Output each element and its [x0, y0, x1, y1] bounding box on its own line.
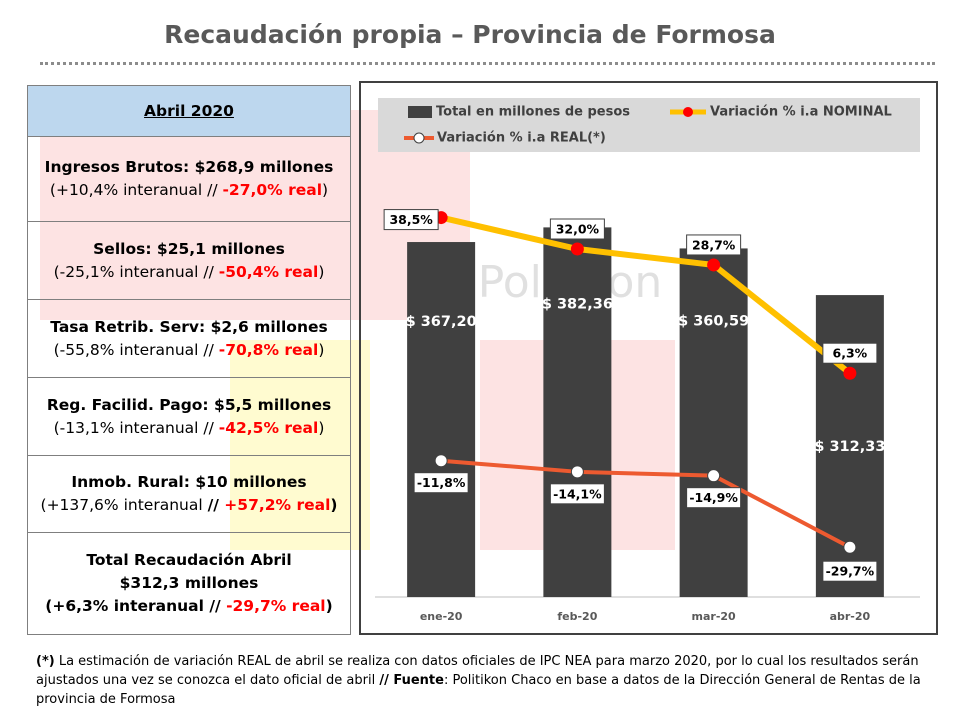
- marker: [570, 242, 584, 256]
- marker: [707, 469, 721, 483]
- bar: [679, 248, 748, 597]
- legend-label: Variación % i.a NOMINAL: [710, 105, 892, 120]
- table-row: Tasa Retrib. Serv: $2,6 millones (-55,8%…: [28, 299, 350, 377]
- legend-swatch: [408, 106, 432, 118]
- row-text: (+137,6% interanual: [40, 496, 208, 514]
- row-title: Ingresos Brutos: $268,9 millones: [44, 158, 334, 176]
- divider: [40, 62, 935, 65]
- table-row: Ingresos Brutos: $268,9 millones (+10,4%…: [28, 136, 350, 221]
- row-real: -42,5% real: [218, 418, 319, 437]
- footnote: (*) La estimación de variación REAL de a…: [36, 652, 926, 709]
- row-title: Total Recaudación Abril: [86, 551, 292, 569]
- row-real: -70,8% real: [218, 340, 319, 359]
- summary-table: Abril 2020 Ingresos Brutos: $268,9 millo…: [27, 85, 351, 635]
- marker: [707, 258, 721, 272]
- row-text: ): [322, 181, 329, 199]
- footnote-text: : Politikon Chaco en base a datos de la …: [36, 673, 925, 707]
- legend-box: [378, 98, 920, 152]
- title: Recaudación propia – Provincia de Formos…: [164, 20, 776, 49]
- marker: [570, 465, 584, 479]
- table-row: Reg. Facilid. Pago: $5,5 millones (-13,1…: [28, 377, 350, 455]
- legend-label: Total en millones de pesos: [436, 105, 630, 120]
- marker: [843, 366, 857, 380]
- x-tick-label: ene-20: [420, 610, 463, 623]
- x-tick-label: mar-20: [692, 610, 737, 623]
- label-box: [822, 342, 878, 364]
- legend-label: Variación % i.a REAL(*): [437, 131, 606, 146]
- row-text: (-25,1% interanual //: [53, 262, 219, 281]
- row-title: Sellos: $25,1 millones: [93, 239, 285, 258]
- marker: [843, 540, 857, 554]
- footnote-text: (*): [36, 654, 55, 669]
- row-text: (+10,4% interanual //: [49, 181, 223, 199]
- chart-frame: [359, 81, 938, 635]
- data-label: 28,7%: [692, 237, 736, 252]
- bg-decor: [230, 340, 370, 550]
- row-title: Inmob. Rural: $10 millones: [71, 473, 307, 491]
- label-box: [686, 487, 742, 509]
- footnote-text: La estimación de variación REAL de abril…: [36, 654, 923, 688]
- label-box: [549, 218, 605, 240]
- bar-label: $ 382,36: [542, 296, 613, 312]
- line: [440, 214, 852, 376]
- label-box: [822, 560, 878, 582]
- bar: [407, 242, 476, 598]
- row-real: -29,7% real: [226, 597, 326, 615]
- x-tick-label: abr-20: [830, 610, 871, 623]
- row-real: -50,4% real: [218, 262, 319, 281]
- row-text: ): [325, 597, 333, 615]
- row-title: Reg. Facilid. Pago: $5,5 millones: [46, 395, 332, 414]
- footnote-text: // Fuente: [379, 673, 444, 688]
- row-text: ): [330, 496, 338, 514]
- data-label: 32,0%: [556, 222, 600, 237]
- row-text: (-55,8% interanual //: [53, 340, 219, 359]
- line: [440, 458, 851, 549]
- legend-swatch: [683, 107, 693, 117]
- bar-label: $ 367,20: [406, 314, 477, 330]
- bar: [543, 227, 612, 598]
- row-text: ): [318, 262, 325, 281]
- row-text: ): [318, 418, 325, 437]
- data-label: -14,9%: [689, 490, 738, 505]
- table-row: Total Recaudación Abril $312,3 millones …: [28, 532, 350, 634]
- table-header: Abril 2020: [28, 86, 350, 136]
- data-label: -11,8%: [417, 475, 466, 490]
- label-box: [383, 209, 439, 231]
- legend-swatch: [413, 132, 425, 144]
- row-real: +57,2% real: [224, 496, 331, 514]
- row-text: (-13,1% interanual //: [53, 418, 219, 437]
- row-text: $312,3 millones: [119, 574, 259, 592]
- label-box: [549, 483, 605, 505]
- row-title: Tasa Retrib. Serv: $2,6 millones: [50, 317, 328, 336]
- data-label: 6,3%: [833, 346, 868, 361]
- row-text: ): [318, 340, 325, 359]
- marker: [434, 454, 448, 468]
- data-label: -29,7%: [826, 564, 875, 579]
- row-text: //: [207, 496, 225, 514]
- row-real: -27,0% real: [222, 181, 323, 199]
- table-row: Sellos: $25,1 millones (-25,1% interanua…: [28, 221, 350, 299]
- table-row: Inmob. Rural: $10 millones (+137,6% inte…: [28, 455, 350, 532]
- label-box: [686, 234, 742, 256]
- data-label: 38,5%: [389, 212, 433, 227]
- bg-decor: [40, 110, 350, 320]
- data-label: -14,1%: [553, 486, 602, 501]
- bar-label: $ 360,59: [678, 313, 749, 329]
- bar-label: $ 312,33: [814, 439, 885, 455]
- label-box: [413, 472, 469, 494]
- x-tick-label: feb-20: [557, 610, 597, 623]
- row-text: (+6,3% interanual //: [45, 597, 227, 615]
